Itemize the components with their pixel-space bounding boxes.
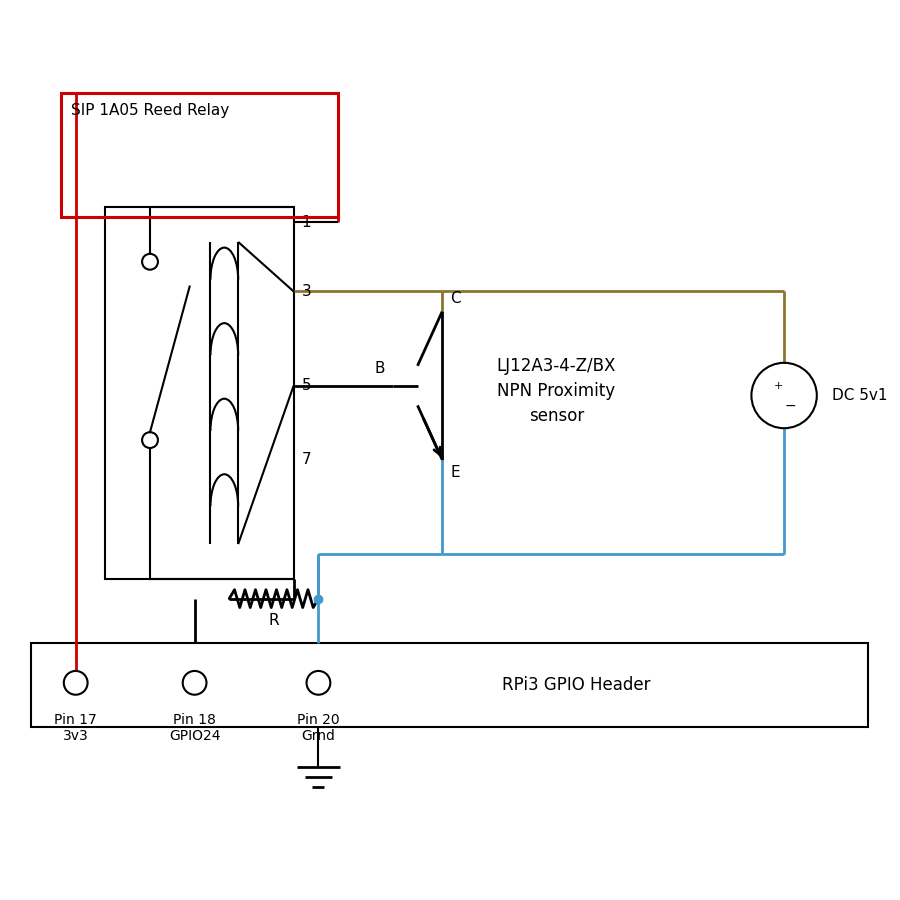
- Text: E: E: [450, 465, 460, 480]
- Text: C: C: [450, 292, 461, 306]
- Text: R: R: [268, 614, 279, 628]
- Text: 3: 3: [302, 284, 311, 299]
- Text: B: B: [374, 361, 385, 375]
- Bar: [61, 94, 338, 217]
- Text: Pin 20
Grnd: Pin 20 Grnd: [297, 713, 340, 742]
- Text: LJ12A3-4-Z/BX
NPN Proximity
sensor: LJ12A3-4-Z/BX NPN Proximity sensor: [497, 356, 617, 425]
- Text: 1: 1: [302, 214, 311, 230]
- Text: +: +: [773, 381, 783, 391]
- Text: Pin 17
3v3: Pin 17 3v3: [54, 713, 97, 742]
- Text: 7: 7: [302, 453, 311, 467]
- Text: DC 5v1: DC 5v1: [832, 388, 887, 403]
- Text: SIP 1A05 Reed Relay: SIP 1A05 Reed Relay: [71, 104, 229, 118]
- Bar: [105, 207, 293, 579]
- Text: 5: 5: [302, 378, 311, 393]
- Bar: [32, 644, 868, 727]
- Text: −: −: [784, 399, 796, 412]
- Text: Pin 18
GPIO24: Pin 18 GPIO24: [169, 713, 220, 742]
- Text: RPi3 GPIO Header: RPi3 GPIO Header: [502, 676, 651, 694]
